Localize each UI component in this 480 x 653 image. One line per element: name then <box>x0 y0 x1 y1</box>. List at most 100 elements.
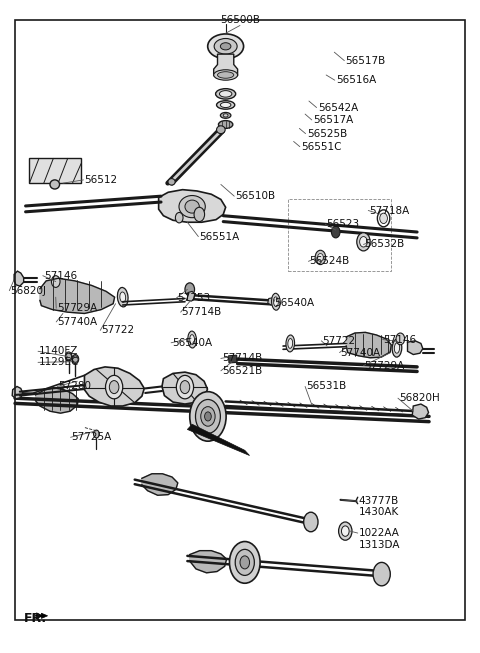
Text: 56521B: 56521B <box>222 366 262 376</box>
Polygon shape <box>268 298 276 305</box>
Text: 56540A: 56540A <box>172 338 212 348</box>
Circle shape <box>201 407 215 426</box>
Text: 57753: 57753 <box>177 293 210 304</box>
Text: 57714B: 57714B <box>181 307 222 317</box>
Circle shape <box>304 512 318 532</box>
Ellipse shape <box>188 331 196 348</box>
Text: 1129EC: 1129EC <box>39 357 79 368</box>
Ellipse shape <box>220 42 231 50</box>
Ellipse shape <box>66 353 72 360</box>
Text: 56510B: 56510B <box>235 191 276 201</box>
Text: 57740A: 57740A <box>340 347 381 358</box>
Polygon shape <box>142 474 178 495</box>
Polygon shape <box>346 332 391 358</box>
Polygon shape <box>14 271 24 286</box>
Ellipse shape <box>220 112 231 118</box>
Ellipse shape <box>194 207 204 221</box>
Ellipse shape <box>272 293 280 310</box>
Circle shape <box>380 213 387 223</box>
Circle shape <box>195 400 220 434</box>
Ellipse shape <box>185 200 199 213</box>
Text: 57740A: 57740A <box>57 317 97 327</box>
Text: 57729A: 57729A <box>57 303 97 313</box>
Circle shape <box>109 381 119 394</box>
Ellipse shape <box>216 89 236 99</box>
Text: 56524B: 56524B <box>310 257 349 266</box>
Ellipse shape <box>120 292 126 302</box>
Ellipse shape <box>118 287 128 307</box>
Text: 56516A: 56516A <box>336 75 376 85</box>
Ellipse shape <box>217 72 234 78</box>
Polygon shape <box>187 291 194 301</box>
Polygon shape <box>190 550 227 573</box>
Circle shape <box>396 333 405 345</box>
Circle shape <box>180 381 190 394</box>
Text: 57714B: 57714B <box>222 353 262 364</box>
Ellipse shape <box>214 39 237 54</box>
Ellipse shape <box>216 126 225 134</box>
Circle shape <box>175 212 183 223</box>
Polygon shape <box>40 278 115 313</box>
Text: 57722: 57722 <box>101 325 134 336</box>
Polygon shape <box>84 367 144 406</box>
Ellipse shape <box>288 338 293 348</box>
Circle shape <box>341 526 349 536</box>
Ellipse shape <box>72 356 78 362</box>
Polygon shape <box>162 372 207 404</box>
Ellipse shape <box>208 34 243 59</box>
Text: 57718A: 57718A <box>369 206 409 215</box>
Ellipse shape <box>168 178 175 185</box>
Polygon shape <box>408 341 423 355</box>
Circle shape <box>176 375 193 399</box>
Text: 57722: 57722 <box>323 336 356 346</box>
Text: 56532B: 56532B <box>364 240 405 249</box>
Circle shape <box>315 250 325 264</box>
Circle shape <box>373 562 390 586</box>
Ellipse shape <box>214 70 238 80</box>
Circle shape <box>51 276 60 287</box>
Circle shape <box>185 283 194 296</box>
Ellipse shape <box>223 114 228 117</box>
Text: 43777B: 43777B <box>359 496 399 506</box>
Ellipse shape <box>190 334 194 344</box>
Ellipse shape <box>274 297 278 307</box>
Polygon shape <box>214 54 238 76</box>
Circle shape <box>204 412 211 421</box>
Text: 56512: 56512 <box>84 175 118 185</box>
Text: 56540A: 56540A <box>275 298 314 308</box>
Text: 57146: 57146 <box>44 271 77 281</box>
Ellipse shape <box>219 91 232 97</box>
Ellipse shape <box>392 339 402 357</box>
Text: FR.: FR. <box>24 612 47 625</box>
Polygon shape <box>41 613 48 618</box>
Polygon shape <box>412 404 429 419</box>
Polygon shape <box>29 159 81 183</box>
Circle shape <box>65 352 72 361</box>
Text: 56523: 56523 <box>326 219 359 229</box>
Text: 56525B: 56525B <box>307 129 347 138</box>
Ellipse shape <box>395 343 400 353</box>
Circle shape <box>235 549 254 575</box>
Text: 56820J: 56820J <box>10 285 46 296</box>
Text: 56551A: 56551A <box>199 232 240 242</box>
Circle shape <box>240 556 250 569</box>
Text: 57729A: 57729A <box>364 360 405 371</box>
Text: 56500B: 56500B <box>220 15 260 25</box>
Circle shape <box>318 253 323 261</box>
Circle shape <box>331 226 340 238</box>
Circle shape <box>338 522 352 540</box>
Text: 57280: 57280 <box>58 381 91 391</box>
Ellipse shape <box>216 101 235 109</box>
Text: 56551C: 56551C <box>301 142 342 151</box>
Ellipse shape <box>218 121 233 129</box>
Circle shape <box>72 355 79 364</box>
Circle shape <box>357 232 370 251</box>
Text: 57725A: 57725A <box>72 432 112 442</box>
Text: 1022AA: 1022AA <box>359 528 399 538</box>
Polygon shape <box>158 189 226 222</box>
Circle shape <box>106 375 123 399</box>
Ellipse shape <box>286 335 295 352</box>
Polygon shape <box>36 388 78 413</box>
Text: 57146: 57146 <box>384 334 417 345</box>
Ellipse shape <box>179 195 205 217</box>
